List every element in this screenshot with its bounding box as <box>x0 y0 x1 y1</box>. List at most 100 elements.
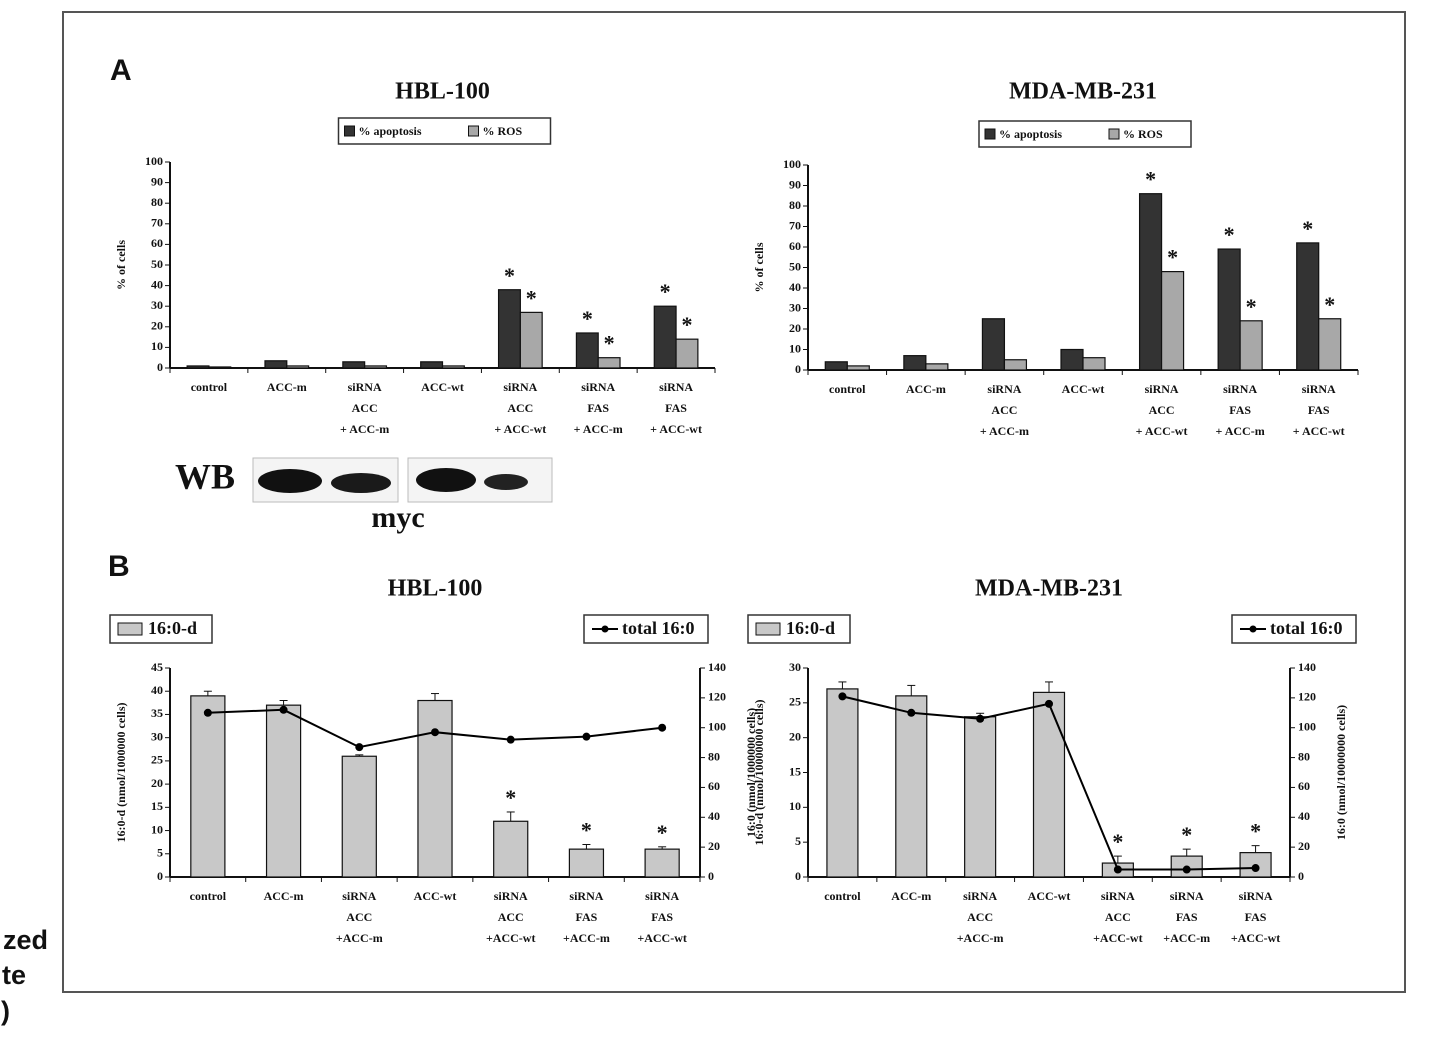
legend-label: % ROS <box>483 124 523 138</box>
y-tick-label: 0 <box>795 362 801 376</box>
x-tick-label: + ACC-wt <box>1136 424 1188 438</box>
y-tick-label: 100 <box>783 157 801 171</box>
side-text: ) <box>1 996 10 1026</box>
bar <box>1160 271 1185 371</box>
y-tick-label: 0 <box>795 869 801 883</box>
line-point <box>506 735 515 744</box>
line-point <box>1182 865 1191 874</box>
panel-label: B <box>108 550 130 583</box>
y2-tick-label: 80 <box>1298 749 1310 763</box>
bar <box>341 755 377 878</box>
x-tick-label: ACC-m <box>264 889 304 903</box>
significance-marker: * <box>505 785 516 810</box>
y-tick-label: 20 <box>789 729 801 743</box>
bar <box>417 699 453 878</box>
y-tick-label: 20 <box>151 319 163 333</box>
significance-marker: * <box>1246 294 1257 319</box>
bar <box>493 820 529 878</box>
line-point <box>838 692 847 701</box>
chart-title: MDA-MB-231 <box>1009 79 1157 105</box>
significance-marker: * <box>604 331 615 356</box>
y-tick-label: 45 <box>151 660 163 674</box>
y-tick-label: 80 <box>151 195 163 209</box>
x-tick-label: FAS <box>1176 910 1198 924</box>
y-tick-label: 30 <box>789 660 801 674</box>
bar <box>846 365 870 371</box>
y-tick-label: 10 <box>151 339 163 353</box>
bar <box>903 355 927 371</box>
legend-box <box>337 117 552 145</box>
x-tick-label: + ACC-m <box>574 422 623 436</box>
x-tick-label: ACC <box>498 910 524 924</box>
bar <box>519 311 543 369</box>
legend-label: % apoptosis <box>999 127 1062 141</box>
western-blot <box>252 457 553 503</box>
x-tick-label: ACC-wt <box>421 380 464 394</box>
y2-axis-label: 16:0 (nmol/10000000 cells) <box>1334 705 1348 840</box>
x-tick-label: ACC-wt <box>1062 382 1105 396</box>
bar <box>895 695 928 878</box>
y2-axis-label: 16:0 (nmol/1000000 cells) <box>744 708 758 837</box>
x-tick-label: ACC <box>352 401 378 415</box>
bar <box>1296 242 1320 371</box>
bar <box>364 365 388 369</box>
x-tick-label: siRNA <box>348 380 382 394</box>
y-tick-label: 0 <box>157 360 163 374</box>
legend-swatch-point <box>601 625 609 633</box>
line-point <box>355 743 364 752</box>
y-tick-label: 100 <box>145 154 163 168</box>
y2-tick-label: 20 <box>1298 839 1310 853</box>
x-tick-label: siRNA <box>1145 382 1179 396</box>
y-tick-label: 25 <box>789 695 801 709</box>
bar <box>653 305 677 369</box>
significance-marker: * <box>1181 822 1192 847</box>
x-tick-label: +ACC-wt <box>637 931 687 945</box>
x-tick-label: + ACC-m <box>1216 424 1265 438</box>
y-tick-label: 15 <box>789 764 801 778</box>
y-tick-label: 5 <box>795 834 801 848</box>
y-tick-label: 40 <box>151 683 163 697</box>
significance-marker: * <box>1145 167 1156 192</box>
x-tick-label: ACC-m <box>891 889 931 903</box>
bar <box>420 361 444 369</box>
x-tick-label: siRNA <box>1302 382 1336 396</box>
x-tick-label: siRNA <box>963 889 997 903</box>
y-tick-label: 0 <box>157 869 163 883</box>
x-tick-label: + ACC-wt <box>1293 424 1345 438</box>
x-tick-label: FAS <box>1245 910 1267 924</box>
x-tick-label: FAS <box>576 910 598 924</box>
significance-marker: * <box>1324 292 1335 317</box>
y-tick-label: 20 <box>789 321 801 335</box>
x-tick-label: FAS <box>587 401 609 415</box>
y-tick-label: 50 <box>151 257 163 271</box>
y-tick-label: 10 <box>789 799 801 813</box>
side-text: te <box>2 960 26 990</box>
line-point <box>976 714 985 723</box>
significance-marker: * <box>1250 819 1261 844</box>
significance-marker: * <box>1112 829 1123 854</box>
x-tick-label: + ACC-wt <box>494 422 546 436</box>
y-tick-label: 60 <box>151 236 163 250</box>
bar <box>286 365 310 369</box>
x-tick-label: siRNA <box>581 380 615 394</box>
x-tick-label: +ACC-m <box>336 931 383 945</box>
x-tick-label: + ACC-m <box>340 422 389 436</box>
legend-label: 16:0-d <box>786 618 835 638</box>
legend-swatch <box>1108 128 1120 140</box>
line-point <box>1045 699 1053 708</box>
bar <box>981 318 1006 371</box>
bar <box>1217 248 1241 371</box>
y2-tick-label: 0 <box>708 869 714 883</box>
y-axis-label: % of cells <box>114 240 128 290</box>
significance-marker: * <box>526 285 537 310</box>
y-tick-label: 60 <box>789 239 801 253</box>
x-tick-label: FAS <box>1308 403 1330 417</box>
legend-swatch-point <box>1249 625 1257 633</box>
significance-marker: * <box>660 279 671 304</box>
chart-title: MDA-MB-231 <box>975 576 1123 602</box>
bar <box>597 357 621 369</box>
x-tick-label: siRNA <box>645 889 679 903</box>
x-tick-label: siRNA <box>987 382 1021 396</box>
legend-swatch <box>344 125 355 137</box>
bar <box>441 365 465 369</box>
